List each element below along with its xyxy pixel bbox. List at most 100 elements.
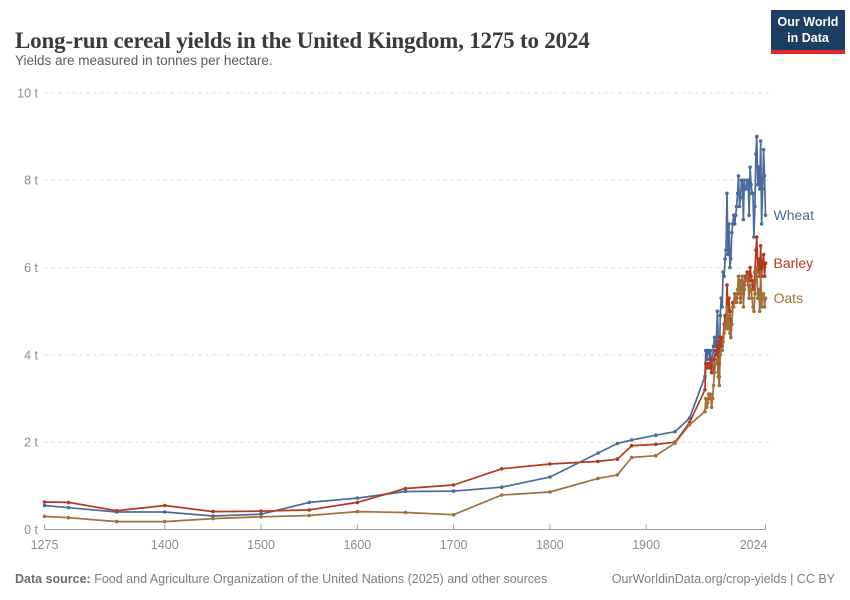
- data-point[interactable]: [211, 509, 215, 514]
- data-point[interactable]: [752, 235, 756, 239]
- data-point[interactable]: [759, 305, 764, 309]
- data-point[interactable]: [728, 331, 732, 335]
- data-point[interactable]: [724, 248, 728, 252]
- data-point[interactable]: [761, 252, 766, 257]
- series-label-oats[interactable]: Oats: [773, 290, 804, 307]
- data-point[interactable]: [710, 396, 715, 401]
- data-point[interactable]: [499, 467, 504, 471]
- data-point[interactable]: [499, 493, 504, 497]
- data-point[interactable]: [718, 313, 723, 318]
- data-point[interactable]: [355, 496, 360, 500]
- data-point[interactable]: [654, 453, 658, 458]
- data-point[interactable]: [714, 361, 719, 366]
- data-point[interactable]: [712, 370, 717, 375]
- data-point[interactable]: [548, 490, 552, 494]
- data-point[interactable]: [163, 503, 167, 508]
- data-point[interactable]: [499, 485, 504, 490]
- data-point[interactable]: [763, 261, 768, 266]
- data-point[interactable]: [707, 396, 712, 401]
- data-point[interactable]: [736, 174, 741, 178]
- data-point[interactable]: [762, 174, 767, 178]
- data-point[interactable]: [42, 500, 47, 504]
- data-point[interactable]: [259, 512, 263, 516]
- data-point[interactable]: [703, 388, 707, 392]
- series-line-barley[interactable]: [43, 236, 767, 513]
- data-point[interactable]: [761, 292, 766, 296]
- data-point[interactable]: [755, 134, 759, 139]
- data-point[interactable]: [755, 235, 759, 239]
- data-point[interactable]: [738, 300, 743, 305]
- data-point[interactable]: [754, 152, 758, 156]
- data-point[interactable]: [629, 455, 634, 460]
- data-point[interactable]: [730, 230, 734, 235]
- data-point[interactable]: [596, 476, 600, 481]
- data-point[interactable]: [733, 213, 738, 217]
- data-point[interactable]: [722, 331, 726, 335]
- data-point[interactable]: [211, 516, 215, 521]
- data-point[interactable]: [749, 287, 753, 292]
- data-point[interactable]: [735, 287, 740, 292]
- data-point[interactable]: [723, 257, 727, 261]
- data-point[interactable]: [750, 278, 754, 283]
- data-point[interactable]: [757, 165, 761, 169]
- data-point[interactable]: [211, 514, 215, 518]
- data-point[interactable]: [729, 257, 733, 261]
- data-point[interactable]: [403, 486, 408, 491]
- data-point[interactable]: [451, 489, 456, 493]
- data-point[interactable]: [705, 405, 709, 410]
- data-point[interactable]: [734, 300, 739, 305]
- data-point[interactable]: [720, 305, 724, 309]
- data-point[interactable]: [758, 139, 763, 143]
- data-point[interactable]: [163, 519, 167, 524]
- data-point[interactable]: [66, 505, 71, 510]
- data-point[interactable]: [719, 296, 723, 301]
- data-point[interactable]: [687, 422, 692, 427]
- data-point[interactable]: [751, 191, 755, 196]
- data-point[interactable]: [355, 500, 360, 505]
- data-point[interactable]: [722, 274, 726, 279]
- data-point[interactable]: [163, 510, 167, 514]
- data-point[interactable]: [738, 196, 743, 200]
- attribution-link[interactable]: OurWorldinData.org/crop-yields | CC BY: [611, 572, 835, 586]
- data-point[interactable]: [629, 443, 634, 448]
- data-point[interactable]: [737, 204, 742, 209]
- data-point[interactable]: [725, 283, 729, 287]
- series-wheat[interactable]: [42, 134, 768, 518]
- data-point[interactable]: [725, 305, 729, 309]
- data-point[interactable]: [259, 509, 263, 513]
- data-point[interactable]: [721, 270, 725, 274]
- data-point[interactable]: [758, 270, 763, 274]
- data-point[interactable]: [748, 165, 752, 169]
- data-point[interactable]: [730, 322, 734, 327]
- data-point[interactable]: [757, 309, 762, 314]
- data-point[interactable]: [760, 261, 765, 266]
- data-point[interactable]: [673, 429, 677, 434]
- data-point[interactable]: [596, 451, 600, 455]
- data-point[interactable]: [718, 353, 723, 357]
- data-point[interactable]: [745, 274, 749, 279]
- data-point[interactable]: [762, 274, 767, 279]
- data-point[interactable]: [451, 512, 456, 517]
- data-point[interactable]: [748, 265, 752, 270]
- data-point[interactable]: [744, 187, 748, 191]
- data-point[interactable]: [726, 326, 730, 331]
- data-point[interactable]: [727, 313, 731, 318]
- data-point[interactable]: [259, 515, 263, 519]
- data-point[interactable]: [114, 508, 119, 513]
- data-point[interactable]: [673, 441, 677, 445]
- data-point[interactable]: [721, 340, 725, 344]
- data-point[interactable]: [711, 383, 716, 388]
- data-point[interactable]: [307, 500, 312, 505]
- series-label-barley[interactable]: Barley: [773, 255, 814, 272]
- data-point[interactable]: [355, 509, 360, 514]
- data-point[interactable]: [742, 287, 747, 292]
- data-point[interactable]: [762, 305, 767, 309]
- data-point[interactable]: [712, 357, 717, 362]
- data-point[interactable]: [741, 305, 746, 309]
- data-point[interactable]: [704, 396, 708, 401]
- data-point[interactable]: [42, 514, 47, 519]
- data-point[interactable]: [734, 204, 739, 209]
- data-point[interactable]: [705, 401, 710, 405]
- data-point[interactable]: [761, 147, 766, 152]
- series-label-wheat[interactable]: Wheat: [773, 207, 814, 224]
